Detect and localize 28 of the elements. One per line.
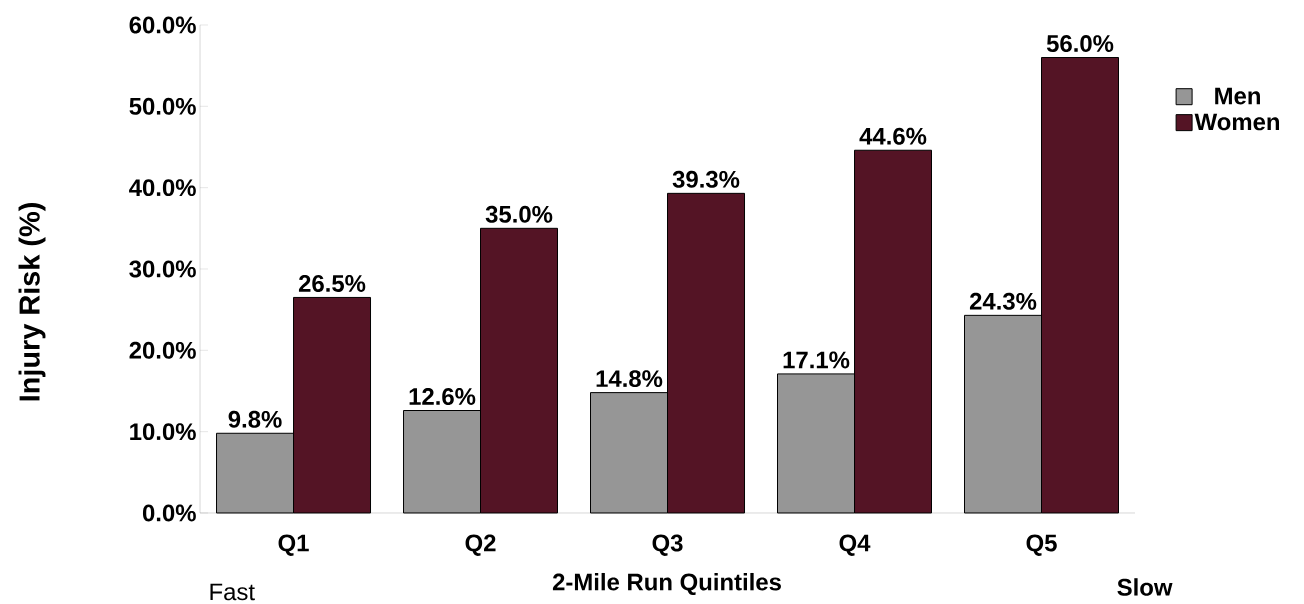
y-tick-label: 10.0% <box>130 423 196 441</box>
data-label: 14.8% <box>596 370 663 388</box>
y-tick-label: 50.0% <box>129 97 196 115</box>
x-axis-title: 2-Mile Run Quintiles <box>552 572 781 595</box>
data-label: 35.0% <box>485 205 553 223</box>
y-tick-label: 60.0% <box>129 16 196 34</box>
y-tick-label: 40.0% <box>129 179 196 197</box>
data-label: 17.1% <box>783 351 850 369</box>
data-label: 39.3% <box>672 170 740 188</box>
y-tick-label: 0.0% <box>142 504 196 522</box>
y-axis-title: Injury Risk (%) <box>18 203 46 401</box>
data-label: 12.6% <box>409 388 476 405</box>
x-tick-label: Q3 <box>652 534 683 556</box>
y-tick-label: 30.0% <box>129 260 196 278</box>
legend-label: Men <box>1215 87 1260 105</box>
x-tick-label: Q4 <box>839 534 871 556</box>
legend-label: Women <box>1194 113 1280 131</box>
y-tick-label: 20.0% <box>129 341 196 359</box>
data-label: 56.0% <box>1046 35 1114 52</box>
text: Fast <box>210 583 255 601</box>
x-tick-label: Q1 <box>278 534 309 556</box>
x-tick-label: Q5 <box>1026 534 1057 556</box>
x-tick-label: Q2 <box>465 534 496 556</box>
text: Slow <box>1117 578 1173 596</box>
data-label: 9.8% <box>228 410 282 428</box>
data-label: 26.5% <box>298 275 366 292</box>
data-label: 24.3% <box>969 292 1037 310</box>
data-label: 44.6% <box>859 127 927 145</box>
